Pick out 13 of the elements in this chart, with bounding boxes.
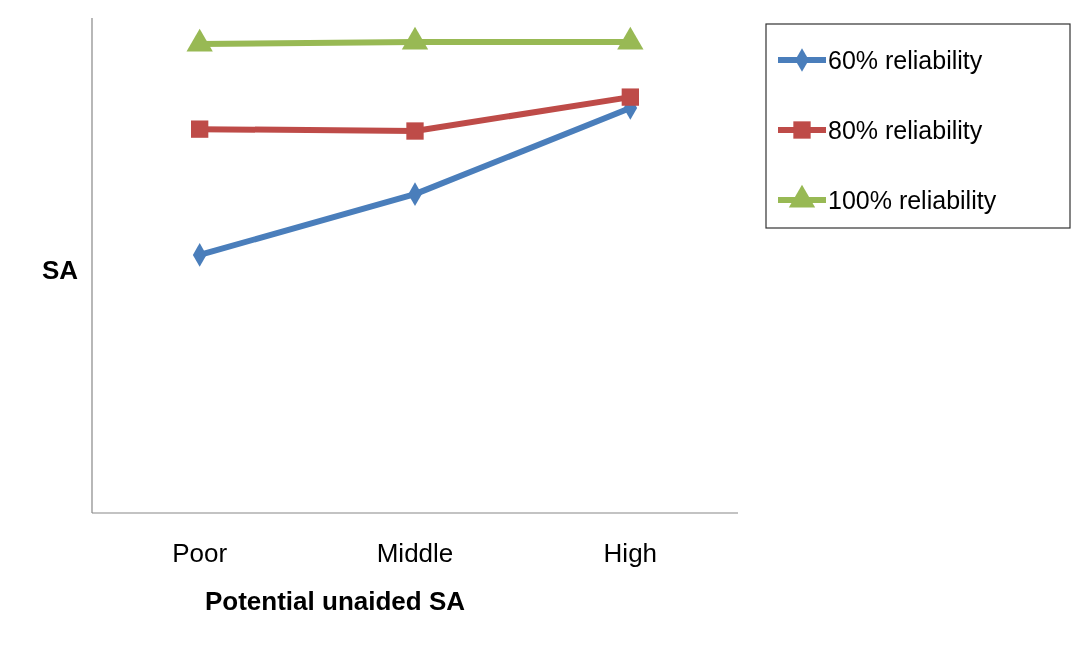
x-axis-title: Potential unaided SA bbox=[204, 586, 466, 616]
point bbox=[617, 26, 644, 50]
point bbox=[406, 122, 424, 140]
legend-label: 60% reliability bbox=[828, 46, 983, 74]
point bbox=[401, 26, 429, 50]
legend-label: 100% reliability bbox=[828, 186, 997, 214]
y-axis-title: SA bbox=[41, 255, 79, 285]
x-tick-label: High bbox=[603, 538, 658, 568]
x-tick-label: Poor bbox=[172, 538, 228, 568]
legend-label: 80% reliability bbox=[828, 116, 983, 144]
point bbox=[191, 120, 209, 138]
point bbox=[186, 28, 213, 52]
x-tick-label: Middle bbox=[376, 538, 454, 568]
